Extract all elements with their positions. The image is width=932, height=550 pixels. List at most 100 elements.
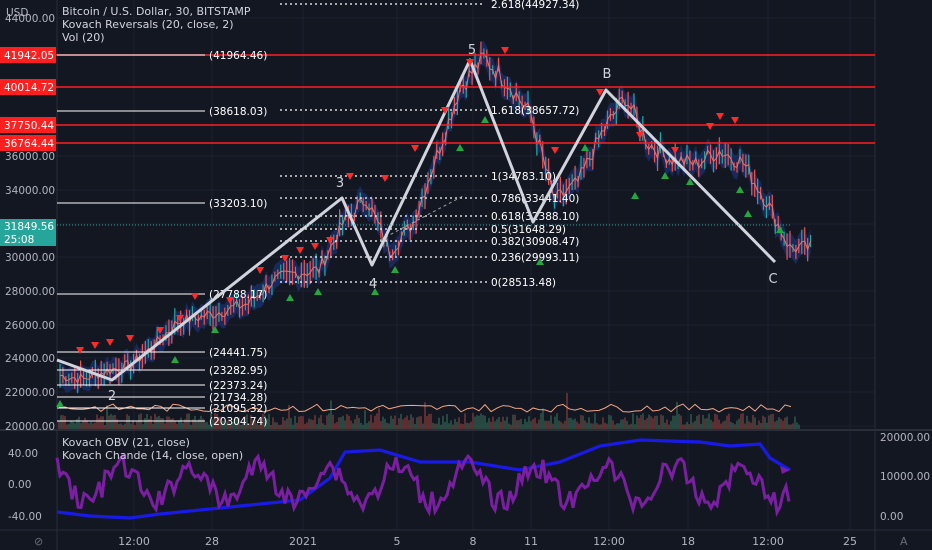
x-tick-label: 18 <box>681 535 695 548</box>
sell-marker <box>441 107 449 114</box>
fib-label: 0(28513.48) <box>491 277 556 289</box>
fib-trend-line <box>379 194 466 241</box>
buy-marker <box>776 226 784 233</box>
legend-kovach-reversals[interactable]: Kovach Reversals (20, close, 2) <box>62 18 234 31</box>
y-tick-label: 28000.00 <box>5 286 55 298</box>
y-tick-label: 20000.00 <box>5 421 55 433</box>
fib-label: 0.5(31648.29) <box>491 224 566 236</box>
sell-marker <box>706 123 714 130</box>
sell-marker <box>346 173 354 180</box>
x-tick-label: 28 <box>205 535 219 548</box>
left-fib-label: (38618.03) <box>209 106 267 118</box>
buy-marker <box>481 116 489 123</box>
red-level-label: 40014.72 <box>4 82 54 94</box>
sell-marker <box>156 327 164 334</box>
price-tag-value: 31849.56 <box>4 221 54 233</box>
buy-marker <box>536 258 544 265</box>
sub-right-tick-label: 20000.00 <box>880 432 930 444</box>
fib-label: 0.236(29993.11) <box>491 252 579 264</box>
x-tick-label: 12:00 <box>118 535 150 548</box>
wave-label: 2 <box>108 389 116 404</box>
sub-left-tick-label: 0.00 <box>8 479 31 491</box>
x-tick-label: 11 <box>524 535 538 548</box>
buy-marker <box>456 144 464 151</box>
elliott-wave-line <box>56 58 777 382</box>
legend-symbol[interactable]: Bitcoin / U.S. Dollar, 30, BITSTAMP <box>62 5 251 18</box>
sell-marker <box>126 335 134 342</box>
left-fib-label: (24441.75) <box>209 347 267 359</box>
buy-marker <box>171 356 179 363</box>
volume <box>58 392 800 429</box>
buy-marker <box>631 192 639 199</box>
sell-marker <box>281 255 289 262</box>
fib-label: 0.382(30908.47) <box>491 236 579 248</box>
sell-marker <box>716 113 724 120</box>
x-tick-label: 8 <box>470 535 477 548</box>
sell-marker <box>501 47 509 54</box>
kovach-chande-line <box>55 452 791 517</box>
price-line <box>59 52 812 385</box>
buy-marker <box>581 144 589 151</box>
buy-marker <box>211 326 219 333</box>
y-tick-label: 34000.00 <box>5 185 55 197</box>
buy-marker <box>391 266 399 273</box>
left-fib-label: (23282.95) <box>209 365 267 377</box>
wave-label: 4 <box>369 277 377 292</box>
fib-label: 0.786(33441.40) <box>491 193 579 205</box>
wave-label: 5 <box>468 43 476 58</box>
wave-labels: 2 3 4 5 B C <box>108 43 778 404</box>
buy-marker <box>686 178 694 185</box>
sell-marker <box>636 132 644 139</box>
fib-label: 1(34783.10) <box>491 171 556 183</box>
fib-label: 1.618(38657.72) <box>491 105 579 117</box>
sub-pane <box>55 438 791 520</box>
sell-marker <box>226 297 234 304</box>
red-level-tag <box>0 79 56 95</box>
buy-marker <box>286 294 294 301</box>
sell-marker <box>411 145 419 152</box>
wave-label: C <box>768 272 777 287</box>
left-fib-label: (21095.32) <box>209 403 267 415</box>
sell-marker <box>381 175 389 182</box>
red-level-label: 41942.05 <box>4 50 54 62</box>
buy-marker <box>56 400 64 407</box>
wave-label: B <box>603 67 612 82</box>
kovach-obv-line <box>56 438 791 520</box>
x-tick-label: 12:00 <box>752 535 784 548</box>
y-tick-label: 24000.00 <box>5 353 55 365</box>
legend-kovach-obv[interactable]: Kovach OBV (21, close) <box>62 436 190 449</box>
wave-label: 3 <box>336 176 344 191</box>
sub-left-tick-label: -40.00 <box>8 511 42 523</box>
y-tick-label: 36000.00 <box>5 151 55 163</box>
sell-marker <box>551 147 559 154</box>
sell-marker <box>671 147 679 154</box>
grid <box>57 0 875 530</box>
chande-last-marker <box>780 466 790 474</box>
sell-marker <box>106 339 114 346</box>
sell-marker <box>596 89 604 96</box>
legend-kovach-chande[interactable]: Kovach Chande (14, close, open) <box>62 449 244 462</box>
red-level-label: 37750.44 <box>4 120 54 132</box>
red-level-tag <box>0 117 56 133</box>
x-tick-label: 5 <box>394 535 401 548</box>
red-level-tag <box>0 47 56 63</box>
sub-right-tick-label: 10000.00 <box>880 471 930 483</box>
sell-marker <box>256 267 264 274</box>
left-fib-label: (41964.46) <box>209 50 267 62</box>
left-fib-levels: (41964.46)(38618.03)(33203.10)(27788.17)… <box>57 50 267 428</box>
x-tick-label: 12:00 <box>593 535 625 548</box>
settings-icon: ⊘ <box>34 535 43 548</box>
left-fib-label: (21734.28) <box>209 392 267 404</box>
axis-currency: USD <box>6 7 28 19</box>
y-tick-label: 44000.00 <box>5 13 55 25</box>
sell-marker <box>91 342 99 349</box>
y-tick-label: 30000.00 <box>5 252 55 264</box>
buy-marker <box>736 186 744 193</box>
sell-marker <box>191 293 199 300</box>
legend-volume[interactable]: Vol (20) <box>62 31 105 44</box>
sub-left-tick-label: 40.00 <box>8 448 38 460</box>
left-fib-label: (20304.74) <box>209 416 267 428</box>
left-fib-label: (22373.24) <box>209 380 267 392</box>
